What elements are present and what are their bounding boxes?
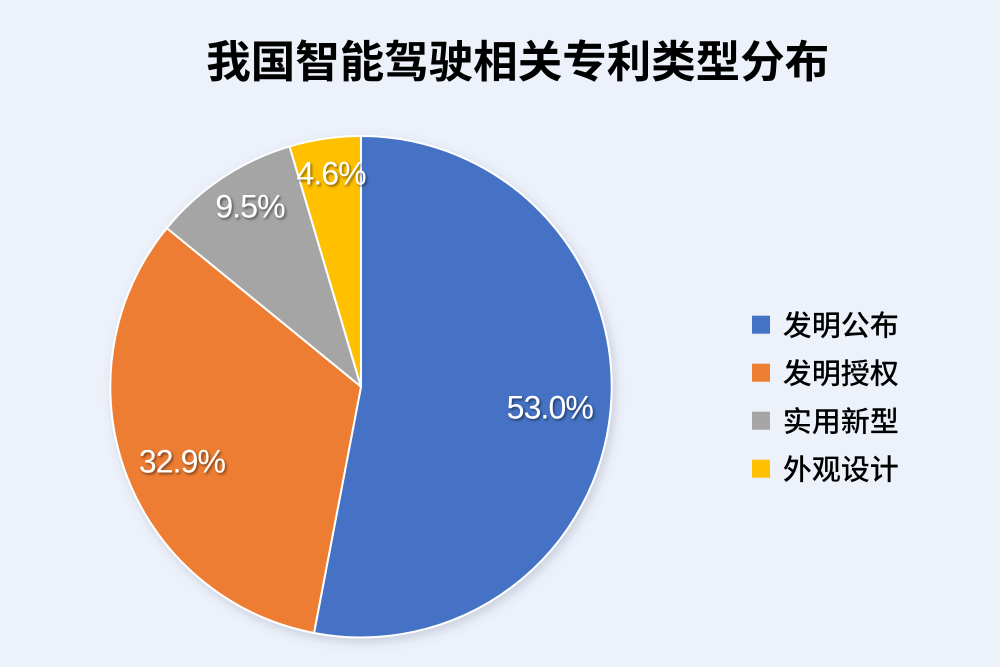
svg-text:53.0%: 53.0% (507, 389, 594, 425)
svg-text:32.9%: 32.9% (139, 444, 226, 480)
svg-text:9.5%: 9.5% (215, 189, 285, 225)
svg-text:4.6%: 4.6% (296, 156, 366, 192)
